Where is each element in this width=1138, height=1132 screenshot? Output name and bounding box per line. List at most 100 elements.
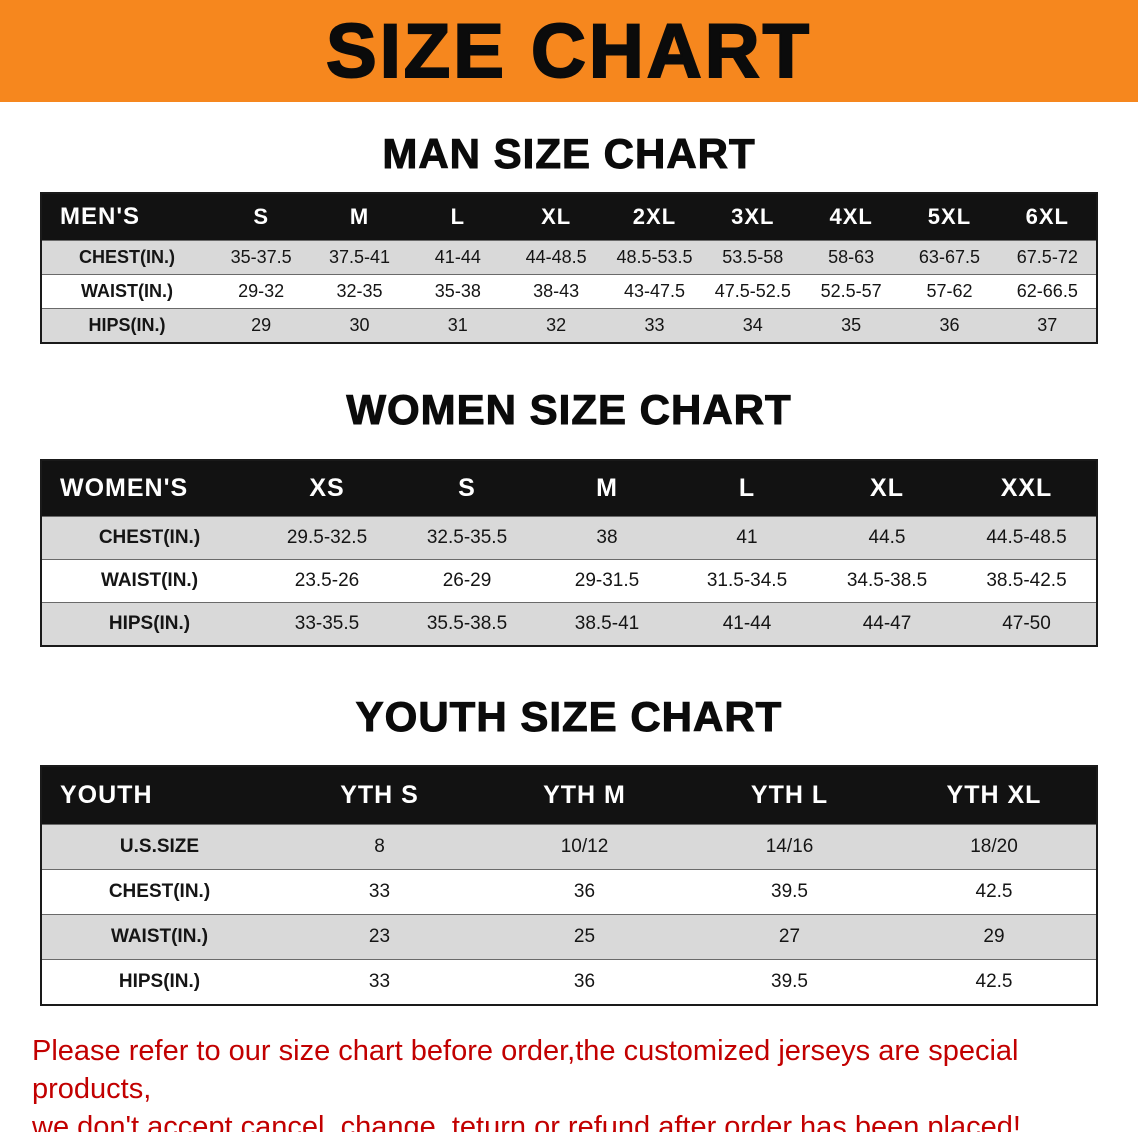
table-row: CHEST(IN.) 33 36 39.5 42.5 xyxy=(41,868,1097,915)
size-value: 29.5-32.5 xyxy=(257,515,397,560)
size-value: 32-35 xyxy=(310,274,409,309)
size-value: 27 xyxy=(687,913,892,960)
size-value: 34.5-38.5 xyxy=(817,558,957,603)
size-column-header: L xyxy=(677,459,817,517)
size-value: 33 xyxy=(605,308,704,344)
table-row: CHEST(IN.) 29.5-32.5 32.5-35.5 38 41 44.5 44.5… xyxy=(41,515,1097,560)
size-column-header: M xyxy=(310,193,409,241)
table-row: WAIST(IN.) 23 25 27 29 xyxy=(41,913,1097,960)
row-label: HIPS(IN.) xyxy=(41,308,212,344)
youth-section-heading: YOUTH SIZE CHART xyxy=(355,692,783,740)
size-value: 47.5-52.5 xyxy=(703,274,802,309)
table-row: HIPS(IN.) 33 36 39.5 42.5 xyxy=(41,958,1097,1005)
size-value: 32 xyxy=(506,308,606,344)
size-column-header: XL xyxy=(506,193,606,241)
size-column-header: YTH M xyxy=(482,765,687,825)
size-value: 35-37.5 xyxy=(212,240,311,275)
size-value: 29-32 xyxy=(212,274,311,309)
row-label: CHEST(IN.) xyxy=(41,868,277,915)
table-row: U.S.SIZE 8 10/12 14/16 18/20 xyxy=(41,823,1097,870)
size-value: 35-38 xyxy=(408,274,507,309)
table-row: HIPS(IN.) 33-35.5 35.5-38.5 38.5-41 41-44 44-… xyxy=(41,601,1097,646)
size-column-header: YTH S xyxy=(277,765,482,825)
size-value: 47-50 xyxy=(957,601,1097,646)
size-value: 23.5-26 xyxy=(257,558,397,603)
size-value: 42.5 xyxy=(892,868,1097,915)
size-column-header: 5XL xyxy=(900,193,999,241)
table-row: WAIST(IN.) 23.5-26 26-29 29-31.5 31.5-34.5 34… xyxy=(41,558,1097,603)
table-corner-label: WOMEN'S xyxy=(41,459,257,517)
size-value: 38.5-42.5 xyxy=(957,558,1097,603)
banner: SIZE CHART xyxy=(0,0,1138,102)
size-value: 39.5 xyxy=(687,868,892,915)
row-label: CHEST(IN.) xyxy=(41,240,212,275)
size-value: 23 xyxy=(277,913,482,960)
men-section-heading: MAN SIZE CHART xyxy=(382,129,756,177)
size-value: 33 xyxy=(277,958,482,1005)
size-column-header: XL xyxy=(817,459,957,517)
size-value: 29 xyxy=(212,308,311,344)
men-size-table: MEN'S S M L XL 2XL 3XL 4XL 5XL 6XL CHEST(IN.) 35-37… xyxy=(40,192,1098,345)
table-corner-label: MEN'S xyxy=(41,193,212,241)
size-value: 48.5-53.5 xyxy=(605,240,704,275)
table-header-row: MEN'S S M L XL 2XL 3XL 4XL 5XL 6XL xyxy=(41,193,1097,241)
size-value: 44-48.5 xyxy=(506,240,606,275)
size-value: 30 xyxy=(310,308,409,344)
size-value: 38 xyxy=(537,515,677,560)
size-value: 42.5 xyxy=(892,958,1097,1005)
size-column-header: L xyxy=(408,193,507,241)
disclaimer-line-2: we don't accept cancel, change, teturn o… xyxy=(32,1111,1021,1132)
size-value: 31 xyxy=(408,308,507,344)
size-value: 32.5-35.5 xyxy=(397,515,537,560)
size-column-header: 4XL xyxy=(801,193,901,241)
size-column-header: S xyxy=(212,193,311,241)
women-size-table: WOMEN'S XS S M L XL XXL CHEST(IN.) 29.5-32.5 32.5… xyxy=(40,458,1098,647)
row-label: HIPS(IN.) xyxy=(41,958,277,1005)
size-value: 41-44 xyxy=(408,240,507,275)
size-value: 33-35.5 xyxy=(257,601,397,646)
size-value: 25 xyxy=(482,913,687,960)
size-value: 35.5-38.5 xyxy=(397,601,537,646)
size-value: 29 xyxy=(892,913,1097,960)
size-column-header: S xyxy=(397,459,537,517)
size-value: 14/16 xyxy=(687,823,892,870)
size-column-header: YTH XL xyxy=(892,765,1097,825)
size-value: 33 xyxy=(277,868,482,915)
row-label: WAIST(IN.) xyxy=(41,274,212,309)
row-label: WAIST(IN.) xyxy=(41,913,277,960)
youth-size-section: YOUTH SIZE CHART YOUTH YTH S YTH M YTH L YTH… xyxy=(0,647,1138,1006)
size-value: 34 xyxy=(703,308,802,344)
size-value: 37.5-41 xyxy=(310,240,409,275)
size-value: 37 xyxy=(998,308,1097,344)
row-label: U.S.SIZE xyxy=(41,823,277,870)
size-value: 38-43 xyxy=(506,274,606,309)
size-value: 31.5-34.5 xyxy=(677,558,817,603)
youth-size-table: YOUTH YTH S YTH M YTH L YTH XL U.S.SIZE 8 10/12… xyxy=(40,764,1098,1006)
women-size-section: WOMEN SIZE CHART WOMEN'S XS S M L XL XXL CHEST(… xyxy=(0,344,1138,647)
size-value: 62-66.5 xyxy=(998,274,1097,309)
size-value: 36 xyxy=(482,958,687,1005)
size-column-header: XS xyxy=(257,459,397,517)
size-value: 53.5-58 xyxy=(703,240,802,275)
size-value: 44.5 xyxy=(817,515,957,560)
disclaimer: Please refer to our size chart before or… xyxy=(0,1006,1138,1132)
size-column-header: 3XL xyxy=(703,193,802,241)
size-value: 10/12 xyxy=(482,823,687,870)
size-value: 44-47 xyxy=(817,601,957,646)
disclaimer-line-1: Please refer to our size chart before or… xyxy=(32,1034,1019,1106)
size-value: 38.5-41 xyxy=(537,601,677,646)
size-value: 39.5 xyxy=(687,958,892,1005)
size-value: 8 xyxy=(277,823,482,870)
size-value: 35 xyxy=(801,308,901,344)
size-column-header: YTH L xyxy=(687,765,892,825)
men-size-section: MAN SIZE CHART MEN'S S M L XL 2XL 3XL 4XL 5XL 6XL… xyxy=(0,102,1138,345)
size-value: 26-29 xyxy=(397,558,537,603)
size-value: 41 xyxy=(677,515,817,560)
size-value: 44.5-48.5 xyxy=(957,515,1097,560)
size-column-header: 2XL xyxy=(605,193,704,241)
table-row: WAIST(IN.) 29-32 32-35 35-38 38-43 43-47.5 47.… xyxy=(41,274,1097,309)
size-value: 67.5-72 xyxy=(998,240,1097,275)
size-value: 58-63 xyxy=(801,240,901,275)
row-label: HIPS(IN.) xyxy=(41,601,257,646)
size-column-header: 6XL xyxy=(998,193,1097,241)
